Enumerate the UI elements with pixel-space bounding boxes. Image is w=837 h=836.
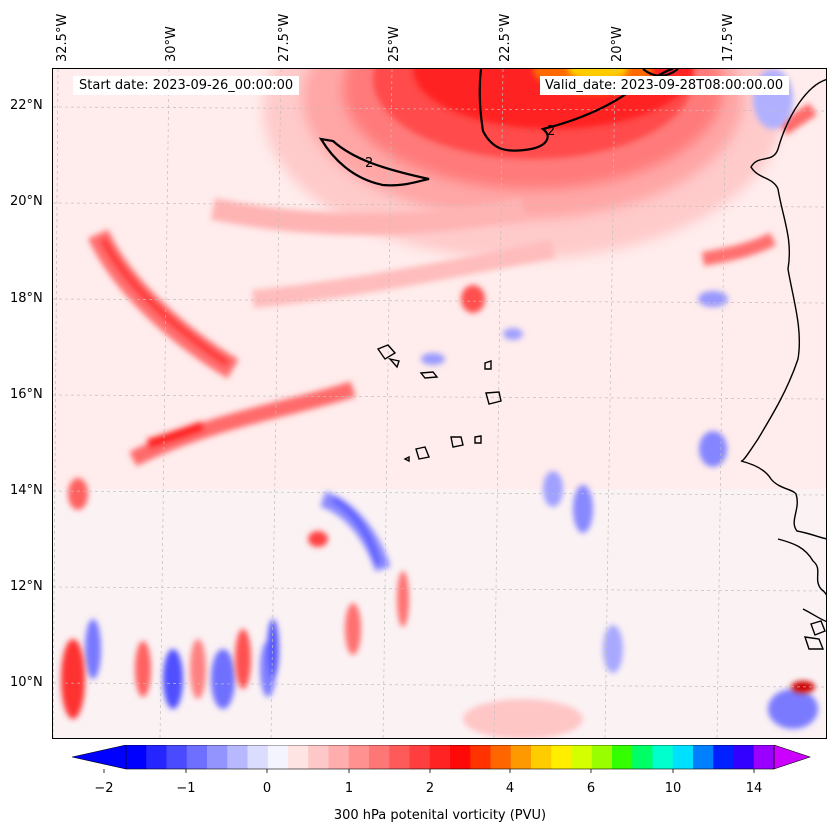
colorbar-frame: [125, 745, 775, 770]
colorbar-segment: [551, 745, 572, 769]
cb-tick-label: 6: [586, 781, 596, 796]
lon-label-20w: 20°W: [610, 26, 625, 62]
colorbar-segment: [267, 745, 289, 769]
colorbar-segment: [652, 745, 674, 769]
contour-label-west: 2: [365, 156, 373, 171]
lon-label-30w: 30°W: [164, 26, 179, 62]
cb-tick-label: −1: [176, 781, 196, 796]
pv-field-map: 2 2: [53, 69, 826, 738]
cb-tick-label: 2: [425, 781, 435, 796]
pv-filaments: [87, 103, 817, 467]
colorbar-segment: [247, 745, 269, 769]
lon-label-32-5w: 32.5°W: [55, 13, 70, 62]
pv-negative-patches: [85, 69, 818, 729]
colorbar-segment: [450, 745, 471, 769]
colorbar-segment: [571, 745, 593, 769]
lat-label-18n: 18°N: [10, 291, 43, 306]
colorbar-segment: [672, 745, 694, 769]
graticule: [53, 69, 826, 738]
colorbar-segment: [146, 745, 167, 769]
cb-tick-label: 4: [505, 781, 515, 796]
lat-label-12n: 12°N: [10, 579, 43, 594]
colorbar: [72, 745, 811, 773]
colorbar-segment: [288, 745, 309, 769]
lon-label-27-5w: 27.5°W: [277, 13, 292, 62]
colorbar-segment: [490, 745, 512, 769]
lon-label-22-5w: 22.5°W: [498, 13, 513, 62]
lat-label-10n: 10°N: [10, 675, 43, 690]
colorbar-segment: [227, 745, 248, 769]
african-coastline: [740, 78, 826, 650]
colorbar-segment: [328, 745, 350, 769]
colorbar-segment: [713, 745, 734, 769]
valid-date-label: Valid_date: 2023-09-28T08:00:00.00: [540, 76, 790, 95]
cb-tick-label: 14: [745, 781, 763, 796]
colorbar-segment: [632, 745, 653, 769]
colorbar-segment: [753, 745, 775, 769]
map-panel: 2 2: [52, 68, 827, 739]
lon-label-25w: 25°W: [387, 26, 402, 62]
pv-positive-streaks: [61, 285, 815, 738]
lat-label-14n: 14°N: [10, 483, 43, 498]
cape-verde-islands: [376, 344, 502, 463]
colorbar-segment: [591, 745, 613, 769]
colorbar-segment: [166, 745, 188, 769]
colorbar-segment: [510, 745, 532, 769]
colorbar-segment: [531, 745, 552, 769]
colorbar-segment: [186, 745, 208, 769]
lat-label-20n: 20°N: [10, 194, 43, 209]
cb-tick-label: 1: [344, 781, 354, 796]
colorbar-segment: [389, 745, 410, 769]
contour-label-group: 2 2: [365, 124, 555, 171]
contour-label-east: 2: [547, 124, 555, 139]
colorbar-over-arrow: [773, 745, 811, 770]
colorbar-segment: [207, 745, 228, 769]
lat-label-16n: 16°N: [10, 387, 43, 402]
colorbar-segment: [733, 745, 755, 769]
pv-southern-band: [53, 489, 826, 738]
lat-label-22n: 22°N: [10, 98, 43, 113]
colorbar-segment: [308, 745, 329, 769]
colorbar-segment: [126, 745, 147, 769]
colorbar-segment: [348, 745, 370, 769]
start-date-label: Start date: 2023-09-26_00:00:00: [73, 76, 300, 95]
cb-tick-label: 0: [262, 781, 272, 796]
colorbar-segment: [693, 745, 714, 769]
colorbar-segment: [409, 745, 431, 769]
colorbar-segment: [470, 745, 491, 769]
colorbar-under-arrow: [72, 745, 127, 770]
lon-label-17-5w: 17.5°W: [721, 13, 736, 62]
colorbar-segment: [612, 745, 633, 769]
cb-tick-label: −2: [94, 781, 114, 796]
colorbar-title: 300 hPa potenital vorticity (PVU): [333, 808, 547, 823]
colorbar-segment: [369, 745, 390, 769]
cb-tick-label: 10: [664, 781, 682, 796]
colorbar-segment: [429, 745, 451, 769]
